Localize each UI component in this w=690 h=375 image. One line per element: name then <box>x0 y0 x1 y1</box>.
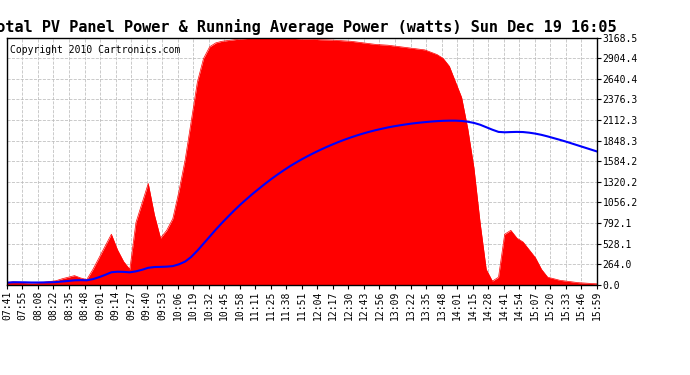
Text: Copyright 2010 Cartronics.com: Copyright 2010 Cartronics.com <box>10 45 180 55</box>
Title: Total PV Panel Power & Running Average Power (watts) Sun Dec 19 16:05: Total PV Panel Power & Running Average P… <box>0 19 617 35</box>
